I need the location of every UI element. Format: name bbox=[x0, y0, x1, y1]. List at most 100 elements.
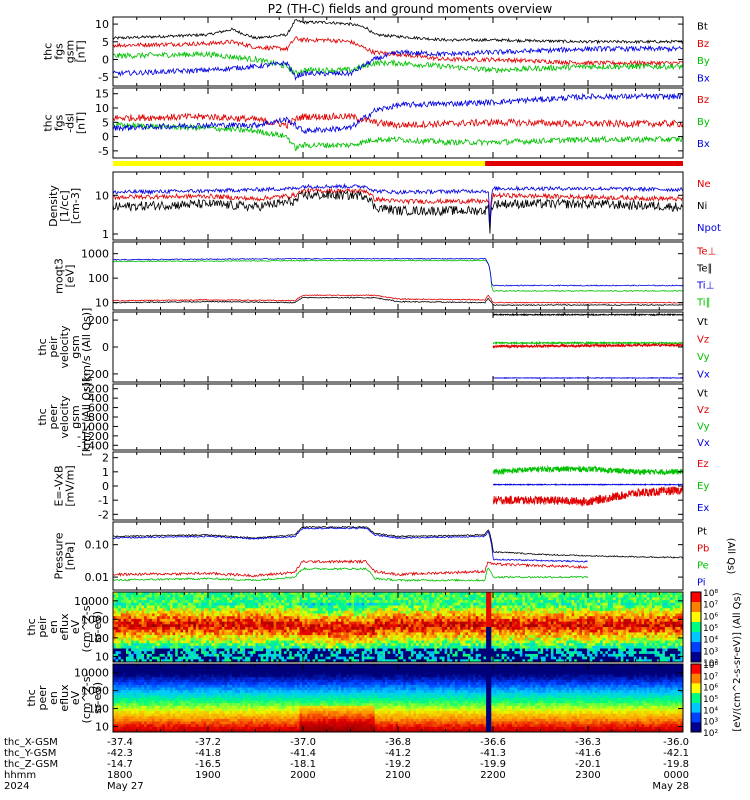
colorbar-tick: 10⁸ bbox=[703, 589, 718, 599]
y-tick-label: 10 bbox=[95, 650, 109, 663]
x-tick-label: -36.3 bbox=[575, 737, 601, 748]
legend-Vx: Vx bbox=[697, 438, 710, 449]
x-row-label: hhmm bbox=[4, 770, 36, 781]
spectrogram-cells bbox=[113, 592, 684, 663]
legend-Vx: Vx bbox=[697, 369, 710, 380]
x-tick-label: 2300 bbox=[575, 770, 600, 781]
series-Vy-line bbox=[492, 340, 684, 346]
y-tick-label: -2 bbox=[98, 508, 109, 521]
colorbars: 10⁸10⁷10⁶10⁵10⁴10³10²10⁸10⁷10⁶10⁵10⁴10³1… bbox=[690, 589, 743, 739]
colorbar-tick: 10³ bbox=[703, 647, 718, 657]
legend-Pe: Pe bbox=[697, 561, 709, 572]
y-tick-label: -200 bbox=[84, 383, 109, 396]
x-tick-label: -42.3 bbox=[107, 748, 133, 759]
y-tick-label: 1000 bbox=[81, 248, 109, 261]
x-tick-label: -41.3 bbox=[480, 748, 506, 759]
mode-bar bbox=[113, 161, 683, 166]
colorbar-tick: 10² bbox=[703, 659, 718, 669]
y-tick-label: 2 bbox=[102, 452, 109, 465]
series-Pi-line bbox=[112, 527, 588, 563]
y-tick-label: -5 bbox=[98, 71, 109, 84]
legend-Pt: Pt bbox=[697, 527, 707, 538]
x-tick-label: 2100 bbox=[385, 770, 410, 781]
y-tick-label: 0.01 bbox=[85, 571, 110, 584]
x-tick-label: -41.4 bbox=[290, 748, 316, 759]
series-Vz-line bbox=[492, 342, 684, 350]
x-tick-label: -41.6 bbox=[575, 748, 601, 759]
legend-Vt: Vt bbox=[697, 317, 708, 328]
legend-Bt: Bt bbox=[697, 22, 708, 33]
y-tick-label: 0 bbox=[102, 341, 109, 354]
series-Ex-line bbox=[492, 482, 684, 487]
series-By-line bbox=[112, 50, 684, 76]
panel-efield: 210-1-2 E=-VxB[mV/m] Ez Ey Ex bbox=[53, 451, 709, 521]
legend-Ti⊥: Ti⊥ bbox=[696, 281, 714, 292]
series-Bx-line bbox=[112, 45, 684, 81]
legend-Pb: Pb bbox=[697, 544, 709, 555]
panel-frame bbox=[112, 171, 684, 241]
series-Ni-line bbox=[112, 189, 684, 234]
colorbar-label: [eV/(cm^2-s-sr-eV)] (All Qs) bbox=[732, 592, 743, 731]
panel-frame bbox=[112, 16, 684, 87]
colorbar-tick: 10² bbox=[703, 729, 718, 739]
panel-frame bbox=[112, 311, 684, 383]
y-tick-label: -800 bbox=[84, 411, 109, 424]
y-tick-label: 1 bbox=[102, 228, 109, 241]
x-row-label: thc_Y-GSM bbox=[4, 748, 56, 759]
legend-Npot: Npot bbox=[697, 223, 721, 234]
legend-Te⊥: Te⊥ bbox=[696, 247, 716, 258]
y-axis-label: moqt3[eV] bbox=[53, 258, 77, 294]
y-tick-label: 5 bbox=[102, 116, 109, 129]
y-tick-label: 100 bbox=[88, 272, 109, 285]
y-tick-label: -600 bbox=[84, 402, 109, 415]
legend-Ne: Ne bbox=[697, 179, 711, 190]
y-axis-label: E=-VxB[mV/m] bbox=[53, 465, 77, 506]
y-tick-label: 5 bbox=[102, 36, 109, 49]
x-tick-label: -36.6 bbox=[480, 737, 506, 748]
y-tick-label: 100 bbox=[88, 632, 109, 645]
y-tick-label: 1000 bbox=[81, 685, 109, 698]
legend-Vz: Vz bbox=[697, 334, 709, 345]
x-tick-label: -20.1 bbox=[575, 759, 601, 770]
panel-frame bbox=[112, 87, 684, 159]
x-tick-label: -19.8 bbox=[663, 759, 689, 770]
colorbar-tick: 10⁷ bbox=[703, 601, 718, 611]
x-tick-label: -19.2 bbox=[385, 759, 411, 770]
x-date-label: May 28 bbox=[652, 781, 689, 792]
x-tick-label: -37.0 bbox=[290, 737, 316, 748]
y-axis-label: thcpeervelocitygsm[km/s (All Qs)] bbox=[36, 378, 93, 457]
y-tick-label: 1 bbox=[102, 466, 109, 479]
y-tick-label: -200 bbox=[84, 368, 109, 381]
series-Bz-line bbox=[112, 112, 684, 130]
y-tick-label: -400 bbox=[84, 392, 109, 405]
colorbar-tick: 10⁵ bbox=[703, 624, 718, 634]
legend-note: (All Qs) bbox=[725, 538, 736, 575]
y-axis-label: thcpeerenefluxeV(cm^2-s-sr-eV) bbox=[25, 673, 104, 724]
x-tick-label: -41.2 bbox=[385, 748, 411, 759]
y-tick-label: 200 bbox=[88, 314, 109, 327]
x-tick-label: -37.2 bbox=[195, 737, 221, 748]
y-tick-label: 0.10 bbox=[85, 539, 110, 552]
x-tick-label: -16.5 bbox=[195, 759, 221, 770]
series-Bz-line bbox=[112, 35, 684, 67]
x-date-label: May 27 bbox=[107, 781, 144, 792]
legend-By: By bbox=[697, 56, 710, 67]
legend-Ni: Ni bbox=[697, 201, 707, 212]
mode-segment bbox=[113, 161, 486, 166]
series-Ne-line bbox=[112, 187, 684, 226]
x-tick-label: 2200 bbox=[480, 770, 505, 781]
y-tick-label: -1 bbox=[98, 494, 109, 507]
y-axis-label: Pressure[nPa] bbox=[53, 532, 77, 579]
x-row-label: 2024 bbox=[4, 781, 29, 792]
legend-Bz: Bz bbox=[697, 39, 709, 50]
x-row-label: thc_Z-GSM bbox=[4, 759, 58, 770]
series-Pe-line bbox=[112, 567, 589, 583]
legend-Vt: Vt bbox=[697, 388, 708, 399]
legend-Ez: Ez bbox=[697, 459, 709, 470]
legend-Bx: Bx bbox=[697, 73, 710, 84]
colorbar-tick: 10³ bbox=[703, 718, 718, 728]
colorbar-tick: 10⁴ bbox=[703, 636, 718, 646]
